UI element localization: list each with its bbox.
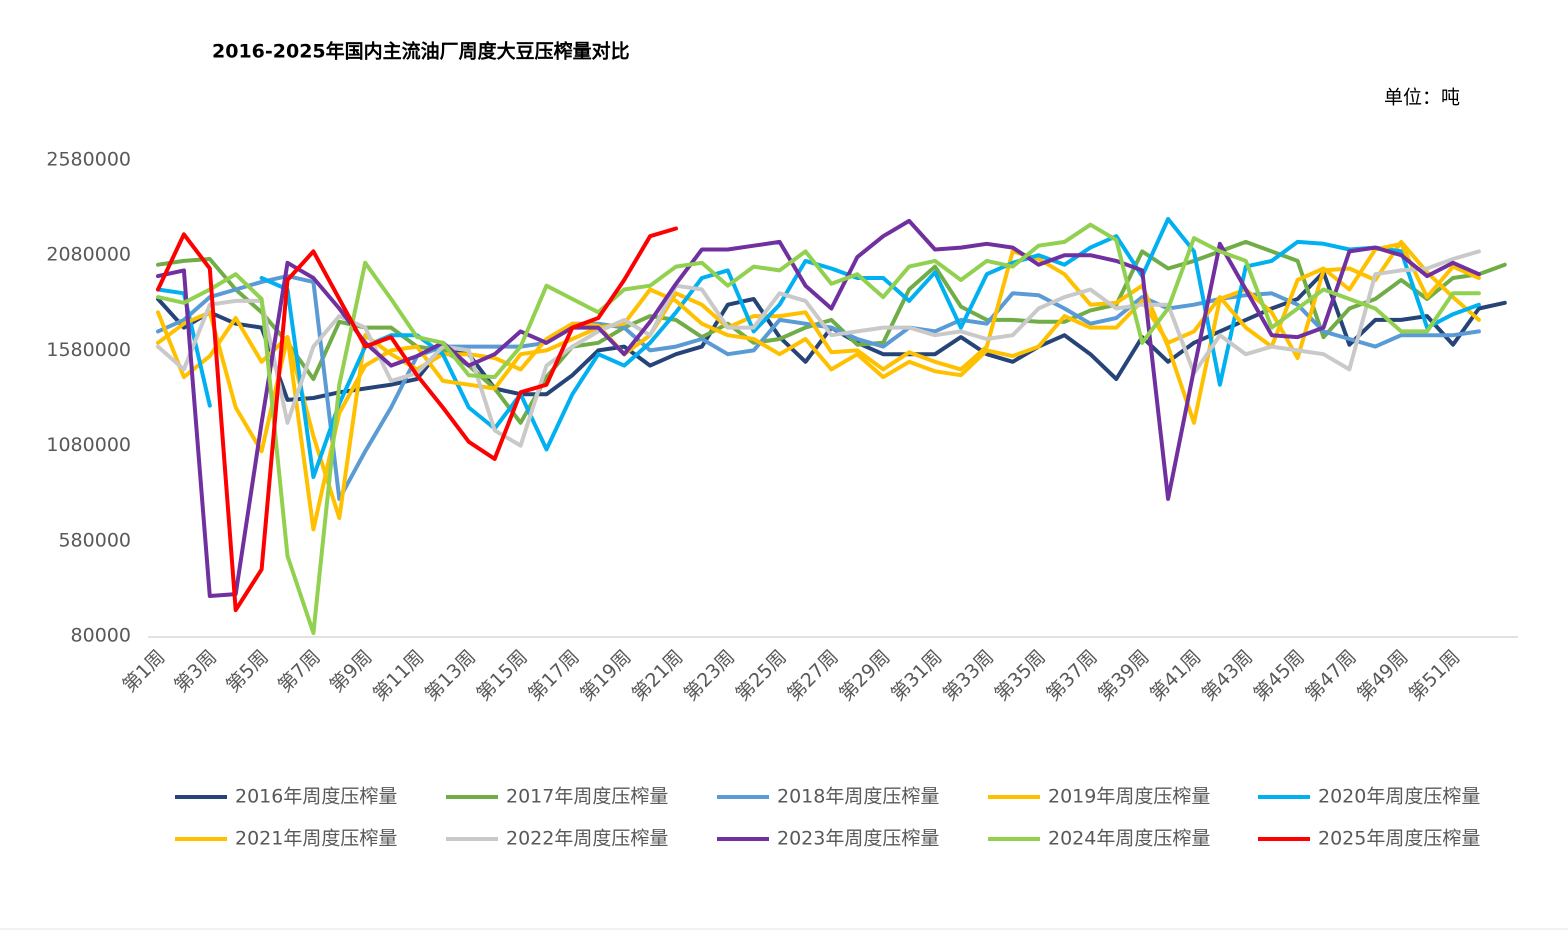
series-line — [156, 239, 1481, 520]
x-tick-label: 第31周 — [887, 646, 947, 706]
x-tick-label: 第25周 — [731, 646, 791, 706]
x-tick-label: 第37周 — [1042, 646, 1102, 706]
series-line — [156, 222, 1481, 635]
legend-label: 2024年周度压榨量 — [1048, 828, 1210, 850]
x-tick-label: 第29周 — [835, 646, 895, 706]
x-tick-label: 第3周 — [170, 646, 221, 697]
series-line — [156, 226, 678, 613]
legend-label: 2021年周度压榨量 — [235, 828, 397, 850]
y-tick-label: 1580000 — [46, 339, 131, 361]
x-tick-label: 第5周 — [222, 646, 273, 697]
x-tick-label: 第51周 — [1405, 646, 1465, 706]
x-tick-label: 第27周 — [783, 646, 843, 706]
x-tick-label: 第35周 — [990, 646, 1050, 706]
x-tick-label: 第39周 — [1094, 646, 1154, 706]
y-tick-label: 1080000 — [46, 434, 131, 456]
x-tick-label: 第7周 — [274, 646, 325, 697]
x-tick-label: 第19周 — [576, 646, 636, 706]
y-tick-label: 2080000 — [46, 244, 131, 266]
x-tick-label: 第33周 — [939, 646, 999, 706]
legend-label: 2017年周度压榨量 — [506, 786, 668, 808]
legend-label: 2018年周度压榨量 — [777, 786, 939, 808]
x-tick-label: 第23周 — [680, 646, 740, 706]
x-tick-label: 第21周 — [628, 646, 688, 706]
y-tick-label: 2580000 — [46, 149, 131, 171]
chart-title: 2016-2025年国内主流油厂周度大豆压榨量对比 — [212, 40, 630, 63]
x-tick-label: 第15周 — [472, 646, 532, 706]
x-tick-label: 第45周 — [1249, 646, 1309, 706]
x-tick-label: 第17周 — [524, 646, 584, 706]
unit-label: 单位：吨 — [1384, 87, 1460, 109]
legend-label: 2020年周度压榨量 — [1318, 786, 1480, 808]
series-line — [156, 218, 1481, 598]
legend-label: 2019年周度压榨量 — [1048, 786, 1210, 808]
x-tick-label: 第41周 — [1146, 646, 1206, 706]
x-tick-label: 第13周 — [421, 646, 481, 706]
y-tick-label: 80000 — [71, 625, 131, 647]
x-tick-label: 第43周 — [1198, 646, 1258, 706]
legend-label: 2025年周度压榨量 — [1318, 828, 1480, 850]
legend-label: 2023年周度压榨量 — [777, 828, 939, 850]
y-tick-label: 580000 — [58, 529, 131, 551]
legend-label: 2022年周度压榨量 — [506, 828, 668, 850]
x-tick-label: 第49周 — [1353, 646, 1413, 706]
series-line — [156, 249, 1481, 448]
x-tick-label: 第47周 — [1301, 646, 1361, 706]
x-tick-label: 第1周 — [118, 646, 169, 697]
x-tick-label: 第11周 — [369, 646, 429, 706]
legend-label: 2016年周度压榨量 — [235, 786, 397, 808]
